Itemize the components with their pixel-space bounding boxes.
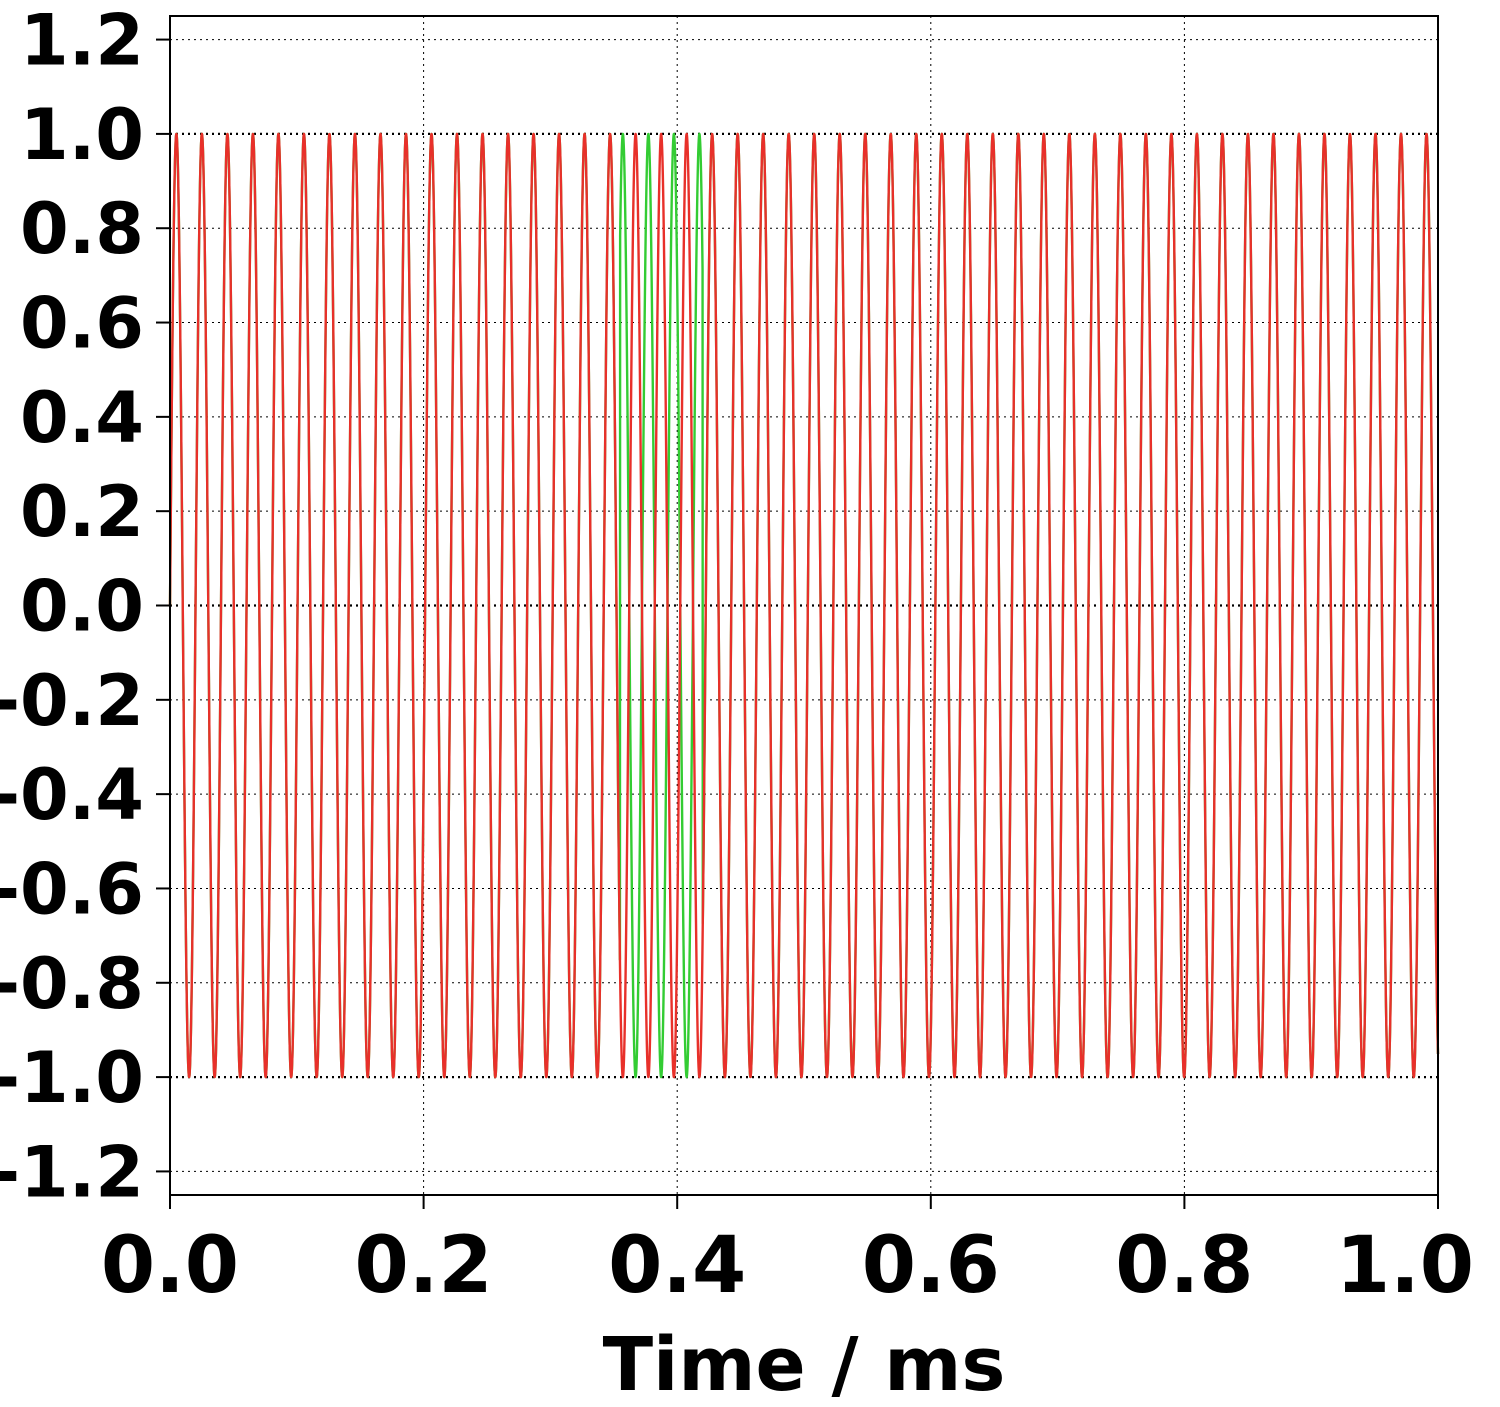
y-tick-label: 0.0 [20,566,144,648]
y-tick-label: -0.8 [0,943,144,1025]
y-tick-label: 1.0 [20,94,144,176]
y-tick-label: 0.2 [20,471,144,553]
y-tick-label: 1.2 [20,0,144,82]
x-tick-label: 0.6 [862,1221,1000,1311]
y-tick-label: 0.6 [20,283,144,365]
y-tick-label: 0.8 [20,188,144,270]
y-axis-ticks: 1.2 1.0 0.8 0.6 0.4 0.2 0.0 -0.2 -0.4 -0.6 -0.8 -1.… [0,0,170,1213]
x-axis-ticks: 0.0 0.2 0.4 0.6 0.8 1.0 [101,1195,1474,1311]
series-line-2 [168,132,1440,1079]
x-tick-label: 0.0 [101,1221,239,1311]
x-tick-label: 0.4 [608,1221,746,1311]
x-tick-label: 1.0 [1336,1221,1474,1311]
y-tick-label: 0.4 [20,377,144,459]
x-tick-label: 0.2 [355,1221,493,1311]
y-tick-label: -0.6 [0,848,144,930]
series-layer [168,132,1440,1079]
y-tick-label: -1.2 [0,1131,144,1213]
y-tick-label: -0.2 [0,660,144,742]
y-tick-label: -0.4 [0,754,144,836]
x-axis-title: Time / ms [603,1322,1006,1407]
x-tick-label: 0.8 [1115,1221,1253,1311]
y-tick-label: -1.0 [0,1037,144,1119]
